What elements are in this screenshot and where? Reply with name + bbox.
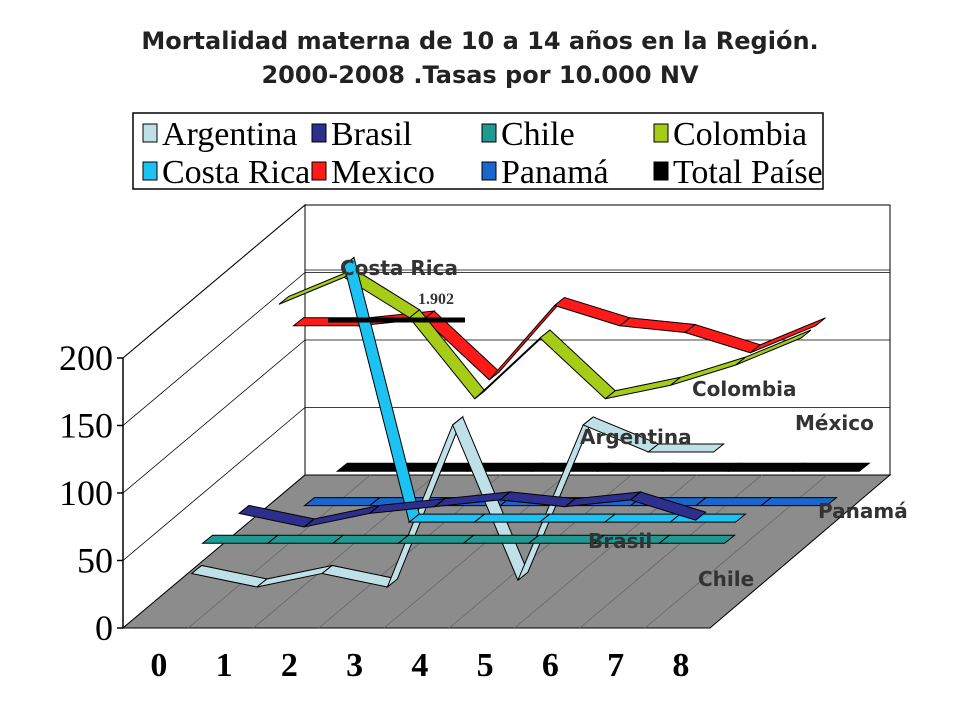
annotation-brasil: Brasil [588,529,652,553]
xtick-label-6: 6 [542,647,559,684]
series-costa-rica [343,256,747,523]
series-total-paises [335,462,871,472]
ribbon-segment-total-paises-5 [662,462,741,472]
ribbon-segment-costa-rica-6 [603,513,682,523]
ribbon-segment-costa-rica-5 [538,513,617,523]
ribbon-segment-chile-2 [331,534,410,544]
ribbon-segment-costa-rica-4 [473,513,552,523]
annotation-argentina: Argentina [580,425,692,449]
legend-label-colombia: Colombia [673,116,807,153]
legend-swatch-argentina [142,123,158,143]
chart-title-line1: Mortalidad materna de 10 a 14 años en la… [141,27,819,55]
legend-swatch-brasil [311,123,327,143]
legend-swatch-panama [481,161,497,181]
annotation-chile: Chile [698,567,754,591]
annotation-costa-rica-value: 1.902 [418,291,454,308]
series-colombia [278,268,812,400]
xtick-label-0: 0 [150,647,167,684]
legend-label-total-paise: Total Paíse [673,154,823,191]
gridline-side-150 [122,272,306,426]
ribbon-segment-costa-rica-3 [407,513,486,523]
legend-item-mexico: Mexico [311,154,435,191]
annotation-mexico: México [795,411,874,435]
ribbon-segment-total-paises-6 [727,462,806,472]
series-mexico [292,296,826,381]
legend-label-panama: Panamá [501,154,609,191]
y-axis-ticks: 0 50 100 150 200 [59,338,123,648]
xtick-label-8: 8 [672,647,689,684]
legend-label-chile: Chile [501,116,575,153]
ribbon-segment-total-paises-4 [596,462,675,472]
annotation-costa-rica: Costa Rica [340,256,458,280]
legend-swatch-colombia [653,123,669,143]
ribbon-segment-brasil-6 [629,491,707,521]
ribbon-segment-chile-4 [462,534,541,544]
xtick-label-1: 1 [216,647,233,684]
annotation-colombia: Colombia [692,377,797,401]
ribbon-segment-panama-7 [759,497,838,507]
legend-item-brasil: Brasil [311,116,412,153]
legend-item-total-paise: Total Paíse [653,154,823,191]
ribbon-segment-argentina-7 [646,443,726,453]
legend: Argentina Brasil Chile Colombia Costa Rica Me… [142,116,823,191]
ytick-label-200: 200 [59,338,113,378]
ribbon-segment-chile-0 [201,534,280,544]
legend-item-costa-rica: Costa Rica [142,154,310,191]
xtick-label-5: 5 [477,647,494,684]
legend-box [132,112,824,190]
ribbon-segment-panama-6 [694,497,773,507]
xtick-label-3: 3 [346,647,363,684]
legend-item-chile: Chile [481,116,575,153]
gridline-side-50 [122,407,306,561]
legend-swatch-chile [481,123,497,143]
legend-swatch-mexico [311,161,327,181]
ytick-label-150: 150 [59,406,113,446]
legend-swatch-costa-rica [142,161,158,181]
series-chile [201,534,736,544]
legend-label-mexico: Mexico [331,154,435,191]
ribbon-segment-mexico-7 [750,317,826,354]
gridline-side-100 [122,339,306,494]
ribbon-segment-total-paises-7 [792,462,871,472]
legend-label-costa-rica: Costa Rica [162,154,310,191]
gridlines [122,204,890,561]
annotation-panama: Panamá [818,499,908,523]
legend-label-argentina: Argentina [162,116,297,153]
ribbon-segment-chile-3 [396,534,475,544]
ytick-label-0: 0 [95,608,113,648]
xtick-label-7: 7 [607,647,624,684]
legend-swatch-total-paise [653,161,669,181]
legend-label-brasil: Brasil [331,116,412,153]
x-axis-ticks: 0 1 2 3 4 5 6 7 8 [150,647,689,684]
ytick-label-100: 100 [59,473,113,513]
ribbon-segment-panama-0 [303,497,382,507]
ribbon-segment-chile-1 [266,534,345,544]
legend-item-panama: Panamá [481,154,609,191]
series-ribbons [190,256,871,589]
xtick-label-4: 4 [411,647,428,684]
chart-title-line2: 2000-2008 .Tasas por 10.000 NV [261,61,699,89]
legend-item-colombia: Colombia [653,116,807,153]
gridline-side-200 [122,204,306,359]
ytick-label-50: 50 [77,541,113,581]
xtick-label-2: 2 [281,647,298,684]
legend-item-argentina: Argentina [142,116,297,153]
chart-title: Mortalidad materna de 10 a 14 años en la… [0,24,960,92]
ribbon-segment-chile-7 [657,534,736,544]
ribbon-segment-colombia-7 [735,329,812,366]
series-brasil [237,491,707,528]
